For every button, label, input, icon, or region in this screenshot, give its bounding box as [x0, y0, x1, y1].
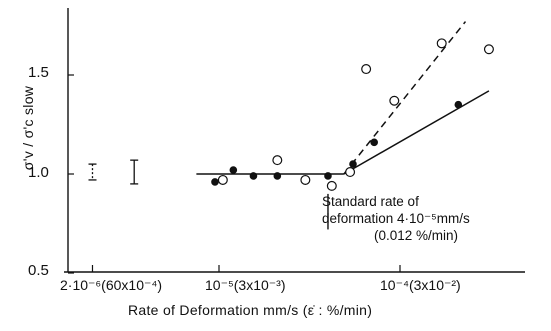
data-point-open-6: [389, 95, 400, 106]
y-tick-label-0.5: 0.5: [28, 262, 49, 279]
data-point-open-5: [361, 64, 372, 75]
data-point-filled-1: [229, 166, 238, 174]
data-point-filled-2: [249, 172, 258, 180]
data-point-open-7: [436, 38, 447, 49]
data-point-filled-5: [349, 160, 357, 168]
y-axis-label: σ'v / σ'c slow: [20, 85, 36, 171]
x-tick-label-1e-5: 10⁻⁵(3x10⁻³): [205, 277, 286, 293]
data-point-filled-6: [370, 138, 378, 147]
data-point-filled-3: [273, 172, 282, 180]
y-tick-label-1.0: 1.0: [28, 164, 49, 181]
annotation-standard-rate-line2: deformation 4·10⁻⁵mm/s: [322, 211, 470, 226]
data-point-filled-4: [324, 172, 332, 180]
x-tick-label-1e-4: 10⁻⁴(3x10⁻²): [380, 277, 461, 293]
annotation-standard-rate-line3: (0.012 %/min): [374, 228, 459, 243]
data-point-filled-7: [454, 100, 463, 109]
data-point-open-2: [300, 174, 311, 185]
data-point-open-0: [217, 174, 228, 185]
annotation-standard-rate-line1: Standard rate of: [322, 194, 419, 209]
x-tick-label-2e-6: 2·10⁻⁶(60x10⁻⁴): [60, 277, 163, 293]
y-tick-label-1.5: 1.5: [28, 64, 49, 81]
data-point-filled-0: [211, 178, 219, 186]
data-point-open-8: [483, 44, 494, 55]
data-point-open-1: [272, 155, 283, 166]
data-point-open-4: [345, 167, 356, 178]
x-axis-label: Rate of Deformation mm/s (ε̇ : %/min): [128, 302, 373, 318]
data-point-open-3: [326, 180, 337, 191]
trend-line-dashed: [343, 21, 467, 175]
trend-line-1: [343, 90, 490, 175]
